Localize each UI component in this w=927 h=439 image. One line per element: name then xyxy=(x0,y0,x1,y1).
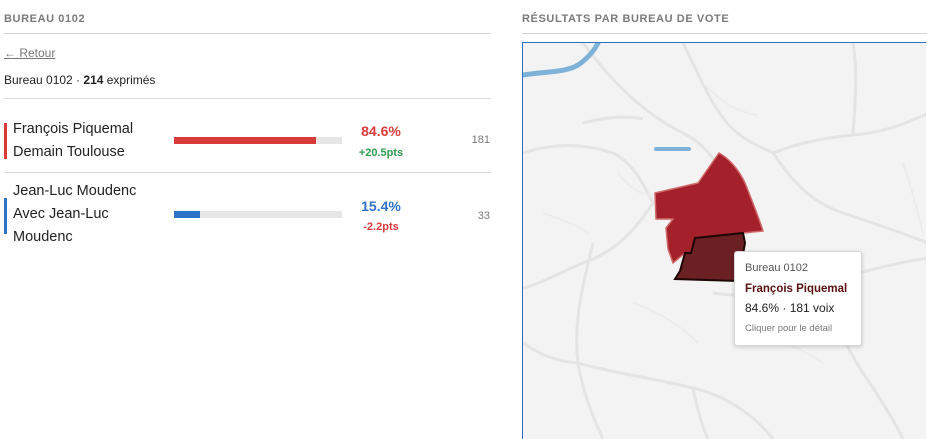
candidate-votes: 33 xyxy=(477,210,490,222)
bureau-summary: Bureau 0102 · 214 exprimés xyxy=(4,73,155,87)
candidate-delta: -2.2pts xyxy=(363,221,399,233)
map-tooltip: Bureau 0102 François Piquemal 84.6% · 18… xyxy=(734,251,862,346)
bureau-panel: BUREAU 0102 ← Retour Bureau 0102 · 214 e… xyxy=(4,0,491,438)
exprimes-label: exprimés xyxy=(103,73,156,87)
candidate-row[interactable]: Jean-Luc Moudenc Avec Jean-Luc Moudenc 1… xyxy=(4,178,491,250)
candidate-name-line: François Piquemal xyxy=(13,121,134,137)
divider xyxy=(4,98,491,99)
candidate-percent: 84.6% xyxy=(361,123,401,139)
district-0102-selected[interactable] xyxy=(673,231,747,283)
score-bar-fill xyxy=(174,137,317,144)
candidate-votes: 181 xyxy=(471,134,490,146)
map-title: RÉSULTATS PAR BUREAU DE VOTE xyxy=(522,0,927,34)
divider xyxy=(4,172,491,173)
district-other[interactable] xyxy=(654,152,764,265)
results-map[interactable]: Bureau 0102 François Piquemal 84.6% · 18… xyxy=(522,42,926,439)
tooltip-hint: Cliquer pour le détail xyxy=(745,323,833,334)
score-bar xyxy=(174,137,342,144)
candidate-percent: 15.4% xyxy=(361,198,401,214)
candidate-delta: +20.5pts xyxy=(358,147,404,159)
map-panel: RÉSULTATS PAR BUREAU DE VOTE xyxy=(522,0,927,439)
map-canvas[interactable] xyxy=(523,43,926,439)
panel-title: BUREAU 0102 xyxy=(4,0,491,34)
exprimes-count: 214 xyxy=(83,73,104,87)
tooltip-result: 84.6% · 181 voix xyxy=(745,301,835,315)
tooltip-candidate: François Piquemal xyxy=(745,283,848,295)
candidate-color-bar xyxy=(4,123,7,159)
candidate-color-bar xyxy=(4,198,7,234)
score-bar xyxy=(174,211,342,218)
street-network xyxy=(523,43,926,439)
score-bar-fill xyxy=(174,211,200,218)
waterways xyxy=(523,43,691,151)
tooltip-bureau: Bureau 0102 xyxy=(745,262,808,274)
bureau-label: Bureau 0102 · xyxy=(4,73,84,87)
candidate-name: François Piquemal Demain Toulouse xyxy=(13,118,133,164)
candidate-row[interactable]: François Piquemal Demain Toulouse 84.6% … xyxy=(4,116,491,172)
candidate-name-line: Jean-Luc Moudenc xyxy=(13,183,137,199)
polling-districts[interactable] xyxy=(654,152,764,283)
candidate-list-line: Demain Toulouse xyxy=(13,144,125,160)
back-link[interactable]: ← Retour xyxy=(4,46,56,60)
candidate-name: Jean-Luc Moudenc Avec Jean-Luc Moudenc xyxy=(13,180,136,249)
candidate-list-line: Avec Jean-Luc xyxy=(13,206,109,222)
candidate-list-line: Moudenc xyxy=(13,229,73,245)
